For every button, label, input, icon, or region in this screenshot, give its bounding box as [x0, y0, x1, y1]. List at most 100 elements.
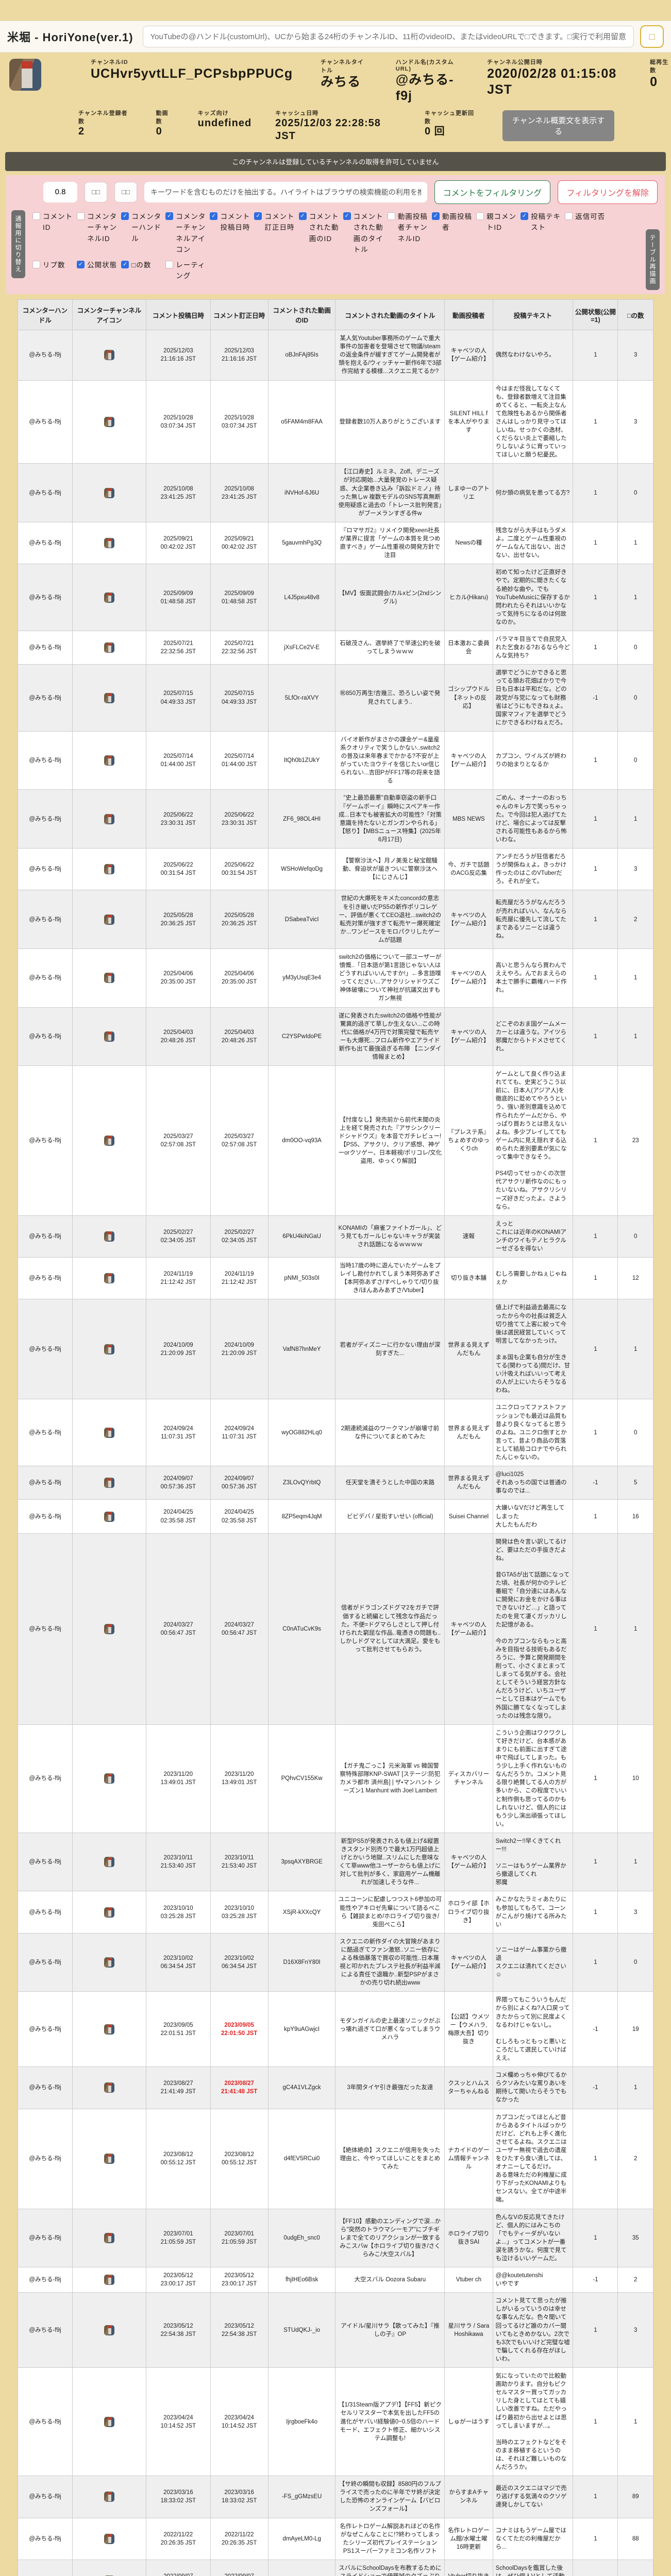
checkbox-icon[interactable]: ✓ — [298, 212, 307, 220]
commenter-handle-cell: @みちる-f9j — [18, 2108, 73, 2209]
checkbox-icon[interactable] — [565, 212, 573, 220]
video-id-cell: oBJnFAj95Is — [267, 330, 336, 381]
column-toggle-8[interactable]: 動画投稿者チャンネルID — [387, 211, 430, 245]
comment-text-cell: アンチだろうが狂信者だろうが関係ねぇよ。きっかけ作ったのはこのVTuberだろ。… — [492, 848, 574, 891]
column-toggle-7[interactable]: ✓ コメントされた動画のタイトル — [343, 211, 385, 256]
column-header: 投稿テキスト — [492, 299, 574, 331]
video-title-cell: スクエニの新作ダイの大冒険があまりに酷過ぎてファン激怒..ソニー依存による株価暴… — [335, 1933, 445, 1992]
video-channel-cell: SILENT HILL f を本人がやります — [444, 380, 493, 464]
video-channel-cell: 速報 — [444, 1215, 493, 1258]
like-count-cell: 2 — [617, 890, 653, 949]
table-header-row: コメンターハンドル コメンターチャンネルアイコン コメント投稿日時 コメント訂正日時コ… — [18, 299, 653, 331]
video-title-cell: 【江口寿史】ルミネ、Zoff、デニーズが対応開始...大量発覚のトレース疑惑、大… — [335, 463, 445, 522]
search-run-button[interactable]: □ — [640, 25, 664, 48]
clear-filter-button[interactable]: フィルタリングを解除 — [558, 180, 658, 204]
column-header: 動画投稿者 — [444, 299, 493, 331]
comment-edited-cell: 2023/04/24 10:14:52 JST — [210, 2367, 269, 2477]
table-row: @みちる-f9j 2023/10/02 06:34:54 JST 2023/10/0… — [18, 1933, 653, 1992]
filter-mini-button-2[interactable]: □□ — [114, 181, 137, 202]
video-channel-cell: しゅがーはうす — [444, 2367, 493, 2477]
checkbox-icon[interactable] — [165, 260, 174, 268]
checkbox-icon[interactable]: ✓ — [343, 212, 351, 220]
commenter-avatar-cell — [72, 789, 147, 849]
column-toggle-16[interactable]: レーティング — [165, 260, 208, 282]
column-toggle-label: 公開状態 — [87, 261, 118, 269]
table-row: @みちる-f9j 2025/03/27 02:57:08 JST 2025/03/2… — [18, 1065, 653, 1216]
checkbox-icon[interactable] — [476, 212, 484, 220]
checkbox-icon[interactable]: ✓ — [121, 212, 129, 220]
comment-edited-cell: 2025/05/28 20:36:25 JST — [210, 890, 269, 949]
keyword-filter-input[interactable] — [144, 181, 427, 202]
commenter-avatar — [104, 914, 114, 925]
table-row: @みちる-f9j 2023/03/16 18:33:02 JST 2023/03/1… — [18, 2476, 653, 2518]
column-toggle-2[interactable]: ✓ コメンターハンドル — [121, 211, 163, 245]
comment-edited-cell: 2024/04/25 02:35:58 JST — [210, 1499, 269, 1534]
commenter-avatar — [104, 864, 114, 875]
column-toggle-15[interactable]: ✓ □の数 — [121, 260, 163, 271]
column-header: コメンターハンドル — [18, 299, 73, 331]
comment-posted-cell: 2023/10/10 03:25:28 JST — [146, 1891, 211, 1934]
threshold-input[interactable] — [43, 181, 77, 202]
channel-field-value: 2 — [78, 125, 85, 137]
video-id-cell: ZF6_98OL4HI — [267, 789, 336, 849]
like-count-cell: 3 — [617, 380, 653, 464]
commenter-handle-cell: @みちる-f9j — [18, 1007, 73, 1066]
commenter-avatar-cell — [72, 2517, 147, 2560]
table-row: @みちる-f9j 2025/10/08 23:41:25 JST 2025/10/0… — [18, 463, 653, 522]
channel-search-input[interactable] — [142, 26, 634, 47]
public-state-cell: -1 — [573, 1466, 618, 1500]
comment-posted-cell: 2024/09/24 11:07:31 JST — [146, 1399, 211, 1467]
comment-edited-cell: 2025/04/06 20:35:00 JST — [210, 948, 269, 1008]
video-title-cell: 信者がドラゴンズドグマ2をガチで評価すると続編として残念な作品だった。不便=ドグ… — [335, 1533, 445, 1725]
comment-edited-cell: 2023/08/27 21:41:48 JST — [210, 2066, 269, 2109]
channel-field: 総再生数 0 — [650, 58, 671, 90]
checkbox-icon[interactable] — [387, 212, 395, 220]
column-toggle-4[interactable]: ✓ コメント投稿日時 — [210, 211, 252, 233]
table-row: @みちる-f9j 2023/10/11 21:53:40 JST 2023/10/1… — [18, 1832, 653, 1892]
column-toggle-13[interactable]: リプ数 — [32, 260, 75, 271]
video-title-cell: 3年間タイヤ引き最強だった友達 — [335, 2066, 445, 2109]
column-toggle-label: コメント訂正日時 — [264, 212, 295, 232]
commenter-avatar-cell — [72, 1533, 147, 1725]
checkbox-icon[interactable]: ✓ — [431, 212, 440, 220]
column-toggle-label: 動画投稿者 — [442, 212, 472, 232]
report-mode-toggle-button[interactable]: 通報用に切り替え — [11, 210, 25, 278]
comment-edited-cell: 2025/07/14 01:44:00 JST — [210, 731, 269, 790]
checkbox-icon[interactable] — [77, 212, 85, 220]
video-channel-cell: 【公認】ウメツー【ウメハラ,梅原大吾】切り抜き — [444, 1991, 493, 2067]
checkbox-icon[interactable]: ✓ — [521, 212, 529, 220]
column-toggle-9[interactable]: ✓ 動画投稿者 — [431, 211, 474, 233]
column-toggle-14[interactable]: ✓ 公開状態 — [77, 260, 119, 271]
checkbox-icon[interactable]: ✓ — [210, 212, 218, 220]
column-toggle-5[interactable]: ✓ コメント訂正日時 — [254, 211, 296, 233]
comment-edited-cell: 2025/10/08 23:41:25 JST — [210, 463, 269, 522]
column-toggle-0[interactable]: コメントID — [32, 211, 75, 233]
column-toggle-1[interactable]: コメンターチャンネルID — [77, 211, 119, 245]
checkbox-icon[interactable] — [32, 260, 40, 268]
column-toggle-10[interactable]: 親コメントID — [476, 211, 518, 233]
show-channel-description-button[interactable]: チャンネル概要文を表示する — [502, 110, 614, 141]
table-redraw-button[interactable]: テーブル再描画 — [646, 229, 660, 291]
column-toggle-11[interactable]: ✓ 投稿テキスト — [521, 211, 563, 233]
comment-edited-cell: 2023/08/12 00:55:12 JST — [210, 2108, 269, 2209]
filter-mini-button-1[interactable]: □□ — [85, 181, 107, 202]
checkbox-icon[interactable]: ✓ — [165, 212, 174, 220]
commenter-avatar-cell — [72, 380, 147, 464]
comment-text-cell: ソニーはゲーム事業から撤退 スクエニは潰れてください☺ — [492, 1933, 574, 1992]
comment-posted-cell: 2024/09/07 00:57:36 JST — [146, 1466, 211, 1500]
apply-filter-button[interactable]: コメントをフィルタリング — [434, 180, 551, 204]
column-toggle-12[interactable]: 返信可否 — [565, 211, 607, 223]
commenter-handle-cell: @みちる-f9j — [18, 630, 73, 665]
checkbox-icon[interactable]: ✓ — [77, 260, 85, 268]
checkbox-icon[interactable] — [32, 212, 40, 220]
commenter-handle-cell: @みちる-f9j — [18, 2292, 73, 2368]
column-toggle-6[interactable]: ✓ コメントされた動画のID — [298, 211, 341, 245]
table-row: @みちる-f9j 2025/07/14 01:44:00 JST 2025/07/1… — [18, 731, 653, 790]
column-toggle-3[interactable]: ✓ コメンターチャンネルアイコン — [165, 211, 208, 256]
commenter-avatar-cell — [72, 2367, 147, 2477]
video-channel-cell: からすまAチャンネル — [444, 2476, 493, 2518]
comment-text-cell: むしろ需要しかねぇじゃねぇか — [492, 1257, 574, 1300]
checkbox-icon[interactable]: ✓ — [121, 260, 129, 268]
checkbox-icon[interactable]: ✓ — [254, 212, 262, 220]
commenter-handle-cell: @みちる-f9j — [18, 564, 73, 631]
